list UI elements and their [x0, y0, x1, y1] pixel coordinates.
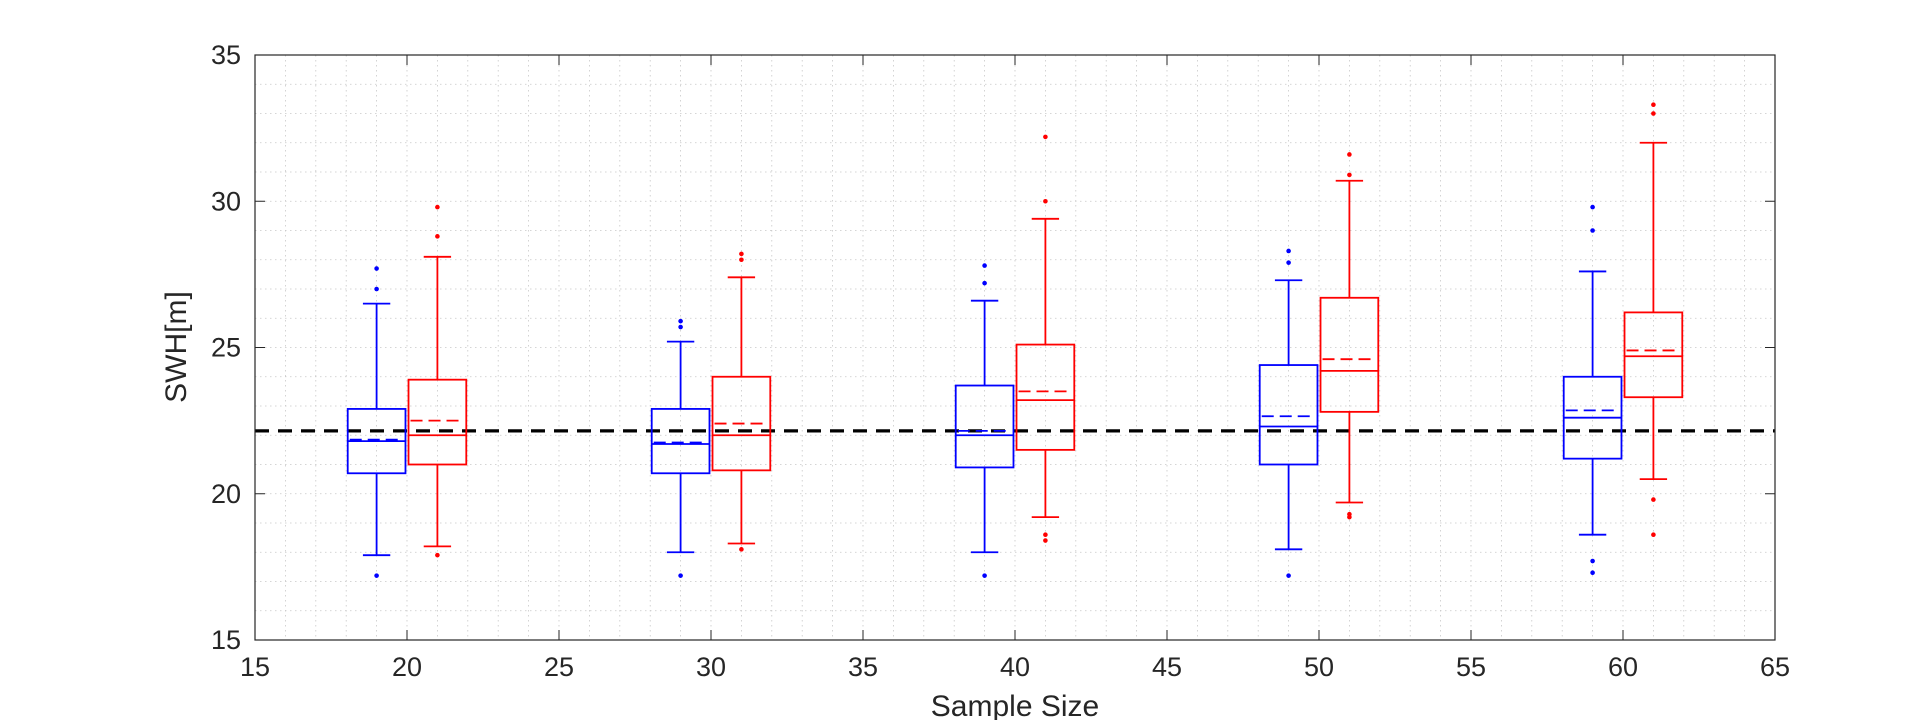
y-tick-label: 15 — [211, 625, 241, 655]
x-tick-label: 45 — [1152, 652, 1182, 682]
outlier-point — [1043, 198, 1048, 204]
outlier-point — [374, 286, 379, 292]
box-red-21 — [407, 204, 468, 558]
box-blue-29 — [650, 318, 711, 578]
x-tick-label: 50 — [1304, 652, 1334, 682]
outlier-point — [1286, 260, 1291, 265]
box-red-61 — [1623, 102, 1684, 537]
axes: 15 20 25 30 35 40 45 50 55 60 65 15 20 25 30 35 — [211, 40, 1790, 682]
box-iqr — [650, 408, 711, 475]
box-iqr — [1015, 343, 1076, 451]
outlier-point — [1590, 228, 1595, 233]
x-tick-label: 65 — [1760, 652, 1790, 682]
outlier-point — [1590, 570, 1595, 576]
y-axis-label: SWH[m] — [160, 291, 193, 403]
y-tick-label: 30 — [211, 186, 241, 216]
box-red-41 — [1015, 134, 1076, 543]
outlier-point — [1043, 532, 1048, 537]
outlier-point — [1590, 558, 1595, 564]
outlier-point — [1347, 511, 1352, 517]
box-red-51 — [1319, 152, 1380, 520]
outlier-point — [1651, 102, 1656, 108]
outlier-point — [982, 280, 987, 286]
box-blue-59 — [1562, 204, 1623, 576]
outlier-point — [1651, 532, 1656, 537]
outlier-point — [678, 324, 683, 330]
x-axis-label: Sample Size — [931, 690, 1099, 720]
outlier-point — [374, 266, 379, 271]
y-tick-label: 35 — [211, 40, 241, 70]
x-tick-label: 20 — [392, 652, 422, 682]
box-blue-39 — [954, 263, 1015, 578]
box-iqr — [1258, 364, 1319, 466]
outlier-point — [374, 573, 379, 578]
boxes-layer — [346, 102, 1684, 578]
box-iqr — [407, 378, 468, 466]
x-tick-label: 40 — [1000, 652, 1030, 682]
outlier-point — [435, 552, 440, 558]
outlier-point — [739, 257, 744, 263]
box-iqr — [1623, 311, 1684, 399]
outlier-point — [1347, 172, 1352, 178]
outlier-point — [1651, 111, 1656, 116]
box-iqr — [954, 384, 1015, 469]
y-tick-label: 25 — [211, 333, 241, 363]
box-blue-49 — [1258, 248, 1319, 578]
x-tick-label: 35 — [848, 652, 878, 682]
box-blue-19 — [346, 266, 407, 578]
outlier-point — [678, 573, 683, 578]
outlier-point — [1286, 573, 1291, 578]
outlier-point — [982, 263, 987, 268]
grid — [255, 55, 1775, 640]
outlier-point — [1651, 497, 1656, 502]
box-red-31 — [711, 251, 772, 552]
x-tick-label: 55 — [1456, 652, 1486, 682]
box-iqr — [711, 375, 772, 472]
x-tick-label: 30 — [696, 652, 726, 682]
x-tick-label: 60 — [1608, 652, 1638, 682]
x-tick-label: 25 — [544, 652, 574, 682]
y-tick-label: 20 — [211, 479, 241, 509]
box-iqr — [1319, 296, 1380, 413]
outlier-point — [1590, 204, 1595, 210]
x-tick-label: 15 — [240, 652, 270, 682]
outlier-point — [739, 547, 744, 552]
outlier-point — [982, 573, 987, 578]
outlier-point — [1347, 152, 1352, 157]
outlier-point — [678, 318, 683, 324]
outlier-point — [739, 251, 744, 257]
outlier-point — [435, 204, 440, 210]
outlier-point — [435, 234, 440, 239]
outlier-point — [1043, 538, 1048, 543]
outlier-point — [1043, 134, 1048, 140]
outlier-point — [1286, 248, 1291, 254]
